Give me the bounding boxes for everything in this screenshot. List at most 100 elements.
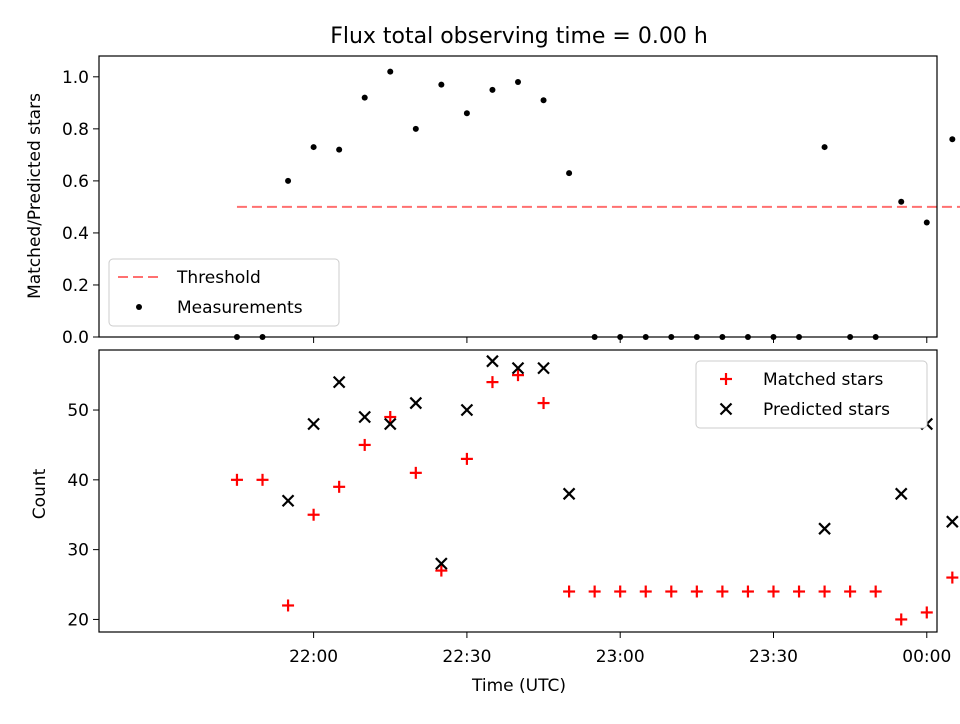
matched-star-point xyxy=(409,466,422,479)
predicted-star-point xyxy=(358,410,371,424)
predicted-star-point xyxy=(946,515,959,528)
measurement-point xyxy=(566,170,573,177)
predicted-star-point xyxy=(435,557,448,570)
matched-star-point xyxy=(230,473,243,486)
y-tick-label: 20 xyxy=(67,610,89,630)
measurement-point xyxy=(361,94,368,101)
matched-star-point xyxy=(767,585,780,598)
measurement-point xyxy=(489,86,496,93)
legend-predicted-marker xyxy=(719,402,733,416)
measurement-point xyxy=(463,110,470,117)
measurement-point xyxy=(821,144,828,151)
matched-star-point xyxy=(307,508,320,521)
predicted-star-point xyxy=(332,375,346,389)
matched-star-point xyxy=(716,585,729,598)
predicted-star-point xyxy=(383,417,397,431)
ratio-x-ticks xyxy=(313,337,928,343)
legend-matched-label: Matched stars xyxy=(763,370,883,390)
matched-star-point xyxy=(512,369,524,382)
legend-measurement-label: Measurements xyxy=(177,298,303,318)
predicted-star-point xyxy=(307,417,320,431)
y-tick-label: 40 xyxy=(67,471,89,491)
legend-measurement-swatch xyxy=(136,304,142,310)
predicted-star-point xyxy=(409,396,423,410)
matched-star-point xyxy=(588,585,601,598)
legend-threshold-label: Threshold xyxy=(176,268,261,288)
matched-star-point xyxy=(844,585,857,598)
chart-title: Flux total observing time = 0.00 h xyxy=(330,24,708,49)
ratio-y-ticks: 0.0 0.2 0.4 0.6 0.8 1.0 xyxy=(62,68,99,348)
legend-predicted-label: Predicted stars xyxy=(763,400,890,420)
predicted-star-point xyxy=(460,403,474,417)
matched-star-point xyxy=(460,452,473,465)
predicted-star-point xyxy=(894,487,908,501)
count-legend: Matched stars Predicted stars xyxy=(695,360,928,429)
y-tick-label: 0.8 xyxy=(62,120,89,140)
predicted-star-point xyxy=(281,494,295,508)
x-tick-label: 00:00 xyxy=(902,647,951,667)
predicted-star-point xyxy=(562,487,576,501)
y-tick-label: 1.0 xyxy=(62,68,89,88)
matched-star-point xyxy=(435,564,448,577)
legend-predicted-swatch xyxy=(719,402,733,416)
matched-star-point xyxy=(741,585,754,598)
count-y-axis-label: Count xyxy=(30,468,50,519)
matched-star-point xyxy=(665,585,678,598)
y-tick-label: 0.2 xyxy=(62,276,89,296)
matched-star-point xyxy=(614,585,627,598)
ratio-y-axis-label: Matched/Predicted stars xyxy=(25,93,45,299)
predicted-star-point xyxy=(511,361,525,375)
x-tick-label: 22:30 xyxy=(442,647,491,667)
matched-star-point xyxy=(895,613,908,626)
count-legend-box xyxy=(695,360,928,429)
y-tick-label: 0.4 xyxy=(62,224,89,244)
x-axis-label: Time (UTC) xyxy=(471,676,566,696)
ratio-plot-frame xyxy=(98,55,938,338)
ratio-legend-box xyxy=(108,258,340,327)
ratio-panel: Matched/Predicted stars 0.0 0.2 0.4 0.6 0.8 1… xyxy=(25,55,960,348)
x-tick-label: 23:00 xyxy=(596,647,645,667)
measurement-point xyxy=(923,219,930,226)
measurement-point xyxy=(540,97,547,104)
y-tick-label: 50 xyxy=(67,401,89,421)
matched-star-point xyxy=(920,606,933,619)
y-tick-label: 0.0 xyxy=(62,328,89,348)
matched-star-point xyxy=(818,585,831,598)
matched-star-points xyxy=(230,369,959,626)
count-plot-frame xyxy=(98,349,938,633)
matched-star-point xyxy=(358,438,371,451)
matched-star-point xyxy=(486,376,499,389)
legend-matched-marker xyxy=(720,373,732,385)
matched-star-point xyxy=(946,571,959,584)
predicted-star-point xyxy=(537,361,550,375)
legend-matched-swatch xyxy=(720,373,732,385)
matched-star-point xyxy=(690,585,703,598)
y-tick-label: 0.6 xyxy=(62,172,89,192)
count-y-ticks: 20 30 40 50 xyxy=(67,401,99,630)
matched-star-point xyxy=(793,585,806,598)
matched-star-point xyxy=(639,585,652,598)
ratio-legend: Threshold Measurements xyxy=(108,258,340,327)
predicted-star-point xyxy=(486,354,499,368)
x-tick-label: 23:30 xyxy=(749,647,798,667)
measurement-point xyxy=(515,79,521,86)
matched-star-point xyxy=(563,585,576,598)
matched-star-point xyxy=(869,585,882,598)
measurement-point xyxy=(387,68,394,75)
count-panel: Count 20 30 40 50 22:00 22:30 23:00 23:30 00:00… xyxy=(30,349,959,696)
predicted-star-point xyxy=(818,522,831,535)
matched-star-point xyxy=(256,473,269,486)
measurement-point xyxy=(285,177,292,184)
measurement-point xyxy=(438,81,445,88)
x-tick-label: 22:00 xyxy=(289,647,338,667)
y-tick-label: 30 xyxy=(67,541,89,561)
matched-star-point xyxy=(282,599,295,612)
measurement-point xyxy=(310,144,317,151)
measurement-point xyxy=(898,198,905,205)
predicted-star-points xyxy=(281,354,959,570)
matched-star-point xyxy=(537,397,550,410)
measurement-point xyxy=(412,125,419,132)
matched-star-point xyxy=(333,480,346,493)
